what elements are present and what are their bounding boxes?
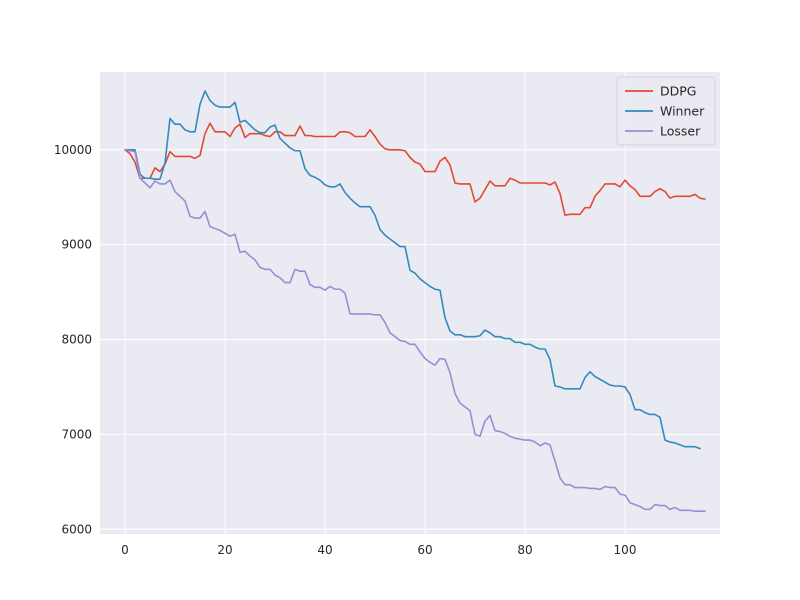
series-layer bbox=[124, 90, 706, 513]
y-tick-label: 7000 bbox=[61, 427, 92, 441]
series-line-losser bbox=[124, 148, 706, 513]
x-tick-label: 40 bbox=[317, 543, 332, 557]
x-tick-label: 80 bbox=[517, 543, 532, 557]
legend-label-winner: Winner bbox=[660, 104, 705, 119]
x-tick-label: 60 bbox=[417, 543, 432, 557]
grid-lines bbox=[100, 72, 720, 534]
y-tick-label: 9000 bbox=[61, 238, 92, 252]
legend-label-ddpg: DDPG bbox=[660, 84, 696, 99]
legend-label-losser: Losser bbox=[660, 124, 701, 139]
series-line-winner bbox=[124, 90, 701, 450]
x-tick-label: 0 bbox=[121, 543, 129, 557]
legend: DDPG Winner Losser bbox=[616, 76, 716, 146]
x-tick-label: 20 bbox=[217, 543, 232, 557]
y-tick-label: 6000 bbox=[61, 522, 92, 536]
plot-background bbox=[100, 72, 720, 534]
tick-labels: 0 20 40 60 80 100 6000 7000 8000 9000 10000 bbox=[54, 143, 637, 557]
x-tick-label: 100 bbox=[614, 543, 637, 557]
y-tick-label: 10000 bbox=[54, 143, 92, 157]
series-line-ddpg bbox=[124, 122, 706, 217]
legend-box bbox=[616, 76, 716, 146]
y-tick-label: 8000 bbox=[61, 333, 92, 347]
